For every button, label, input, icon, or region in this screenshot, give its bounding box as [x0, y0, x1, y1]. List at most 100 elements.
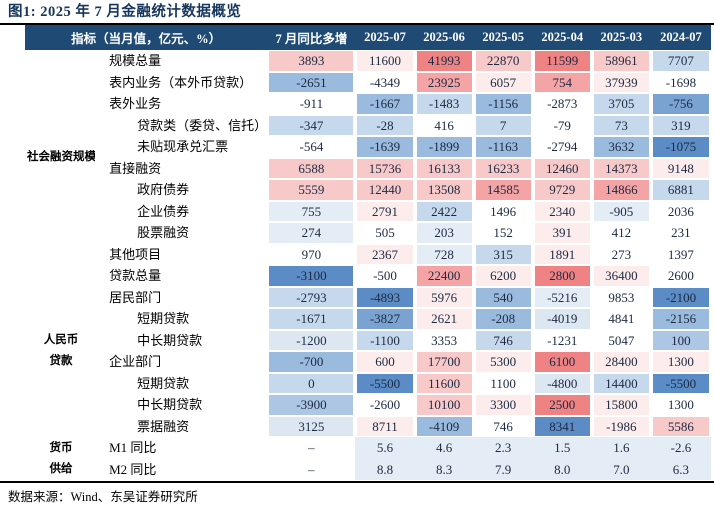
- value-cell: -700: [267, 351, 356, 373]
- bottom-rule: [0, 481, 714, 484]
- header-indicator: 指标（当月值，亿元、%）: [25, 25, 268, 50]
- table-row: 企业部门 -700 600 17700 5300 6100 28400 1300: [25, 351, 711, 373]
- value-cell: 746: [473, 329, 533, 351]
- value-cell: 754: [532, 71, 592, 93]
- value-cell: -1639: [355, 136, 415, 158]
- indicator-label: 表外业务: [97, 93, 268, 115]
- table-row: 贷款类（委贷、信托） -347 -28 416 7 -79 73 319: [25, 114, 711, 136]
- value-cell: 412: [591, 222, 651, 244]
- value-cell: 22400: [414, 265, 474, 287]
- value-cell: 3300: [473, 394, 533, 416]
- table-row: M2 同比 –8.8 8.3 7.9 8.0 7.0 6.3: [25, 458, 711, 481]
- indicator-label: 贷款类（委贷、信托）: [97, 114, 268, 136]
- indicator-label: 中长期贷款: [97, 394, 268, 416]
- value-cell: 6057: [473, 71, 533, 93]
- value-cell: 505: [355, 222, 415, 244]
- value-cell: 5300: [473, 351, 533, 373]
- value-cell: 9729: [532, 179, 592, 201]
- top-rule: [0, 23, 714, 25]
- value-cell: -2600: [355, 394, 415, 416]
- value-cell: 970: [267, 243, 356, 265]
- table-row: 居民部门 -2793 -4893 5976 540 -5216 9853 -2100: [25, 286, 711, 308]
- value-cell: 58961: [591, 50, 651, 72]
- value-cell: 28400: [591, 351, 651, 373]
- value-cell: 100: [650, 329, 711, 351]
- value-cell: 152: [473, 222, 533, 244]
- value-cell: -1671: [267, 308, 356, 330]
- table-row: 其他项目 970 2367 728 315 1891 273 1397: [25, 243, 711, 265]
- header-col-2024-07: 2024-07: [650, 25, 711, 50]
- value-cell: 2340: [532, 200, 592, 222]
- value-cell: -3827: [355, 308, 415, 330]
- value-cell: 14585: [473, 179, 533, 201]
- indicator-label: 短期贷款: [97, 372, 268, 394]
- table-row: 货币 供给 M1 同比 –5.6 4.6 2.3 1.5 1.6 -2.6: [25, 437, 711, 481]
- value-cell: 36400: [591, 265, 651, 287]
- value-cell: -2794: [532, 136, 592, 158]
- table-row: 表外业务 -911 -1667 -1483 -1156 -2873 3705 -756: [25, 93, 711, 115]
- value-cell: 5047: [591, 329, 651, 351]
- value-cell: 6588: [267, 157, 356, 179]
- value-cell: 315: [473, 243, 533, 265]
- value-cell: 16233: [473, 157, 533, 179]
- value-cell: 22870: [473, 50, 533, 72]
- value-cell: 7.9: [473, 458, 533, 481]
- value-cell: 2036: [650, 200, 711, 222]
- value-cell: 2.3: [473, 437, 533, 459]
- value-cell: -5500: [650, 372, 711, 394]
- value-cell: -2873: [532, 93, 592, 115]
- table-header-row: 指标（当月值，亿元、%） 7 月同比多增 2025-07 2025-06 202…: [25, 25, 711, 50]
- indicator-label: 企业部门: [97, 351, 268, 373]
- value-cell: 6200: [473, 265, 533, 287]
- value-cell: 203: [414, 222, 474, 244]
- value-cell: 274: [267, 222, 356, 244]
- value-cell: 37939: [591, 71, 651, 93]
- value-cell: 5976: [414, 286, 474, 308]
- indicator-label: 表内业务（本外币贷款）: [97, 71, 268, 93]
- value-cell: -4893: [355, 286, 415, 308]
- data-source-note: 数据来源：Wind、东吴证券研究所: [8, 490, 198, 505]
- value-cell: –: [267, 458, 356, 481]
- header-col-2025-07: 2025-07: [355, 25, 415, 50]
- value-cell: 4841: [591, 308, 651, 330]
- finance-data-table: 指标（当月值，亿元、%） 7 月同比多增 2025-07 2025-06 202…: [25, 25, 711, 481]
- indicator-label: M1 同比: [97, 437, 268, 459]
- value-cell: 14400: [591, 372, 651, 394]
- value-cell: 6881: [650, 179, 711, 201]
- header-col-2025-04: 2025-04: [532, 25, 592, 50]
- table-row: 直接融资 6588 15736 16133 16233 12460 14373 9148: [25, 157, 711, 179]
- value-cell: -2156: [650, 308, 711, 330]
- indicator-label: 贷款总量: [97, 265, 268, 287]
- value-cell: -4019: [532, 308, 592, 330]
- value-cell: -3100: [267, 265, 356, 287]
- value-cell: 2500: [532, 394, 592, 416]
- indicator-label: 票据融资: [97, 415, 268, 437]
- table-row: 中长期贷款 -1200 -1100 3353 746 -1231 5047 100: [25, 329, 711, 351]
- value-cell: 14866: [591, 179, 651, 201]
- value-cell: 11600: [414, 372, 474, 394]
- value-cell: 15800: [591, 394, 651, 416]
- value-cell: 1300: [650, 394, 711, 416]
- value-cell: 4.6: [414, 437, 474, 459]
- value-cell: 9853: [591, 286, 651, 308]
- value-cell: -5500: [355, 372, 415, 394]
- value-cell: -2793: [267, 286, 356, 308]
- value-cell: -1100: [355, 329, 415, 351]
- table-row: 表内业务（本外币贷款） -2651 -4349 23925 6057 754 37939 -1…: [25, 71, 711, 93]
- table-body: 社会融资规模 规模总量 3893 11600 41993 22870 11599 58961 7…: [25, 50, 711, 481]
- value-cell: 16133: [414, 157, 474, 179]
- value-cell: -1483: [414, 93, 474, 115]
- indicator-label: 短期贷款: [97, 308, 268, 330]
- value-cell: 11600: [355, 50, 415, 72]
- value-cell: -905: [591, 200, 651, 222]
- value-cell: 8341: [532, 415, 592, 437]
- value-cell: 2600: [650, 265, 711, 287]
- value-cell: 12460: [532, 157, 592, 179]
- value-cell: -2.6: [650, 437, 711, 459]
- value-cell: -1231: [532, 329, 592, 351]
- header-col-2025-06: 2025-06: [414, 25, 474, 50]
- table-row: 企业债券 755 2791 2422 1496 2340 -905 2036: [25, 200, 711, 222]
- value-cell: 3893: [267, 50, 356, 72]
- value-cell: -1698: [650, 71, 711, 93]
- value-cell: 540: [473, 286, 533, 308]
